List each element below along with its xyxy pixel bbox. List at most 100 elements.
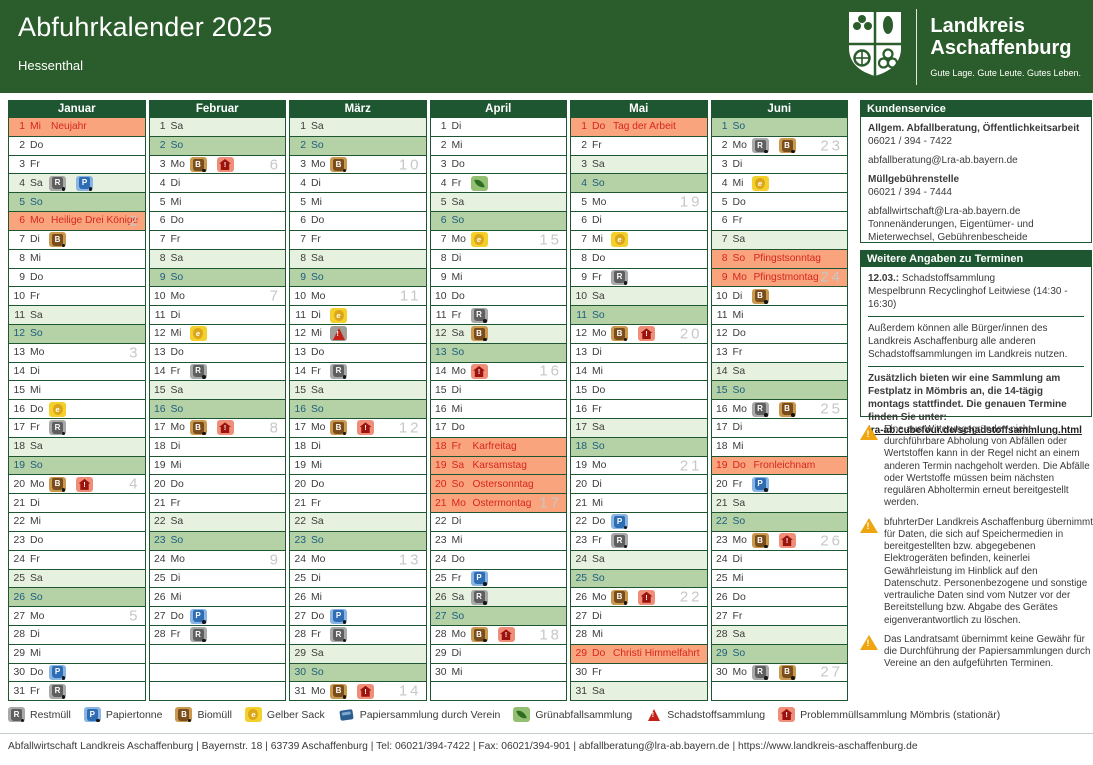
day-number: 9 bbox=[440, 271, 447, 283]
weekday-label: Mi bbox=[732, 572, 744, 584]
weekday-label: Mi bbox=[30, 516, 41, 528]
day-cell: 16 Fr bbox=[571, 399, 707, 418]
day-cell: 23 Mi bbox=[430, 530, 566, 550]
day-number: 17 bbox=[294, 422, 306, 434]
day-cell: 20 Mo B! 4 bbox=[9, 474, 145, 493]
weekday-label: Mi bbox=[30, 648, 41, 660]
day-cell: 15 Do bbox=[571, 380, 707, 399]
biomuell-icon: B bbox=[175, 707, 193, 722]
papiertonne-icon: P bbox=[330, 608, 347, 624]
day-number: 19 bbox=[13, 460, 25, 472]
day-number: 27 bbox=[575, 610, 587, 622]
weekday-label: Mi bbox=[30, 384, 41, 396]
day-cell: 1 Sa bbox=[290, 117, 426, 136]
week-number: 14 bbox=[398, 682, 422, 700]
legend: R Restmüll P Papiertonne B Biomüll e Gelber Sac… bbox=[8, 707, 1000, 722]
day-cell: 29 So bbox=[711, 643, 847, 663]
day-number: 15 bbox=[575, 384, 587, 396]
weekday-label: Mo bbox=[311, 685, 326, 697]
day-cell: 18 So bbox=[571, 436, 707, 456]
service-phone-1: 06021 / 394 - 7422 bbox=[868, 136, 952, 147]
day-cell: 8 Sa bbox=[290, 248, 426, 268]
day-cell: 21 Fr bbox=[149, 493, 285, 512]
day-number: 4 bbox=[440, 177, 447, 189]
day-number: 6 bbox=[159, 215, 166, 227]
week-number: 10 bbox=[398, 156, 422, 174]
day-number: 7 bbox=[721, 234, 728, 246]
day-cell: 6 So bbox=[430, 211, 566, 230]
weekday-label: Do bbox=[170, 478, 184, 490]
weekday-label: Fr bbox=[311, 629, 321, 641]
day-number: 17 bbox=[153, 422, 166, 434]
weekday-label: Sa bbox=[592, 422, 605, 434]
day-cell: 24 Fr bbox=[9, 549, 145, 569]
weekday-label: Di bbox=[311, 309, 321, 321]
gelber-sack-icon: e bbox=[330, 307, 347, 323]
brand-name-line1: Landkreis bbox=[930, 15, 1025, 37]
warning-text: bfuhrterDer Landkreis Aschaffenburg über… bbox=[884, 516, 1093, 626]
day-cell: 2 So bbox=[290, 135, 426, 155]
day-cell: 12 Do bbox=[711, 323, 847, 343]
day-cell: 29 Do Christi Himmelfahrt bbox=[571, 643, 707, 663]
weekday-label: Fr bbox=[732, 610, 743, 622]
schadstoffsammlung-link[interactable]: lra-ab.cubefour.de/schadstoffsammlung.ht… bbox=[868, 425, 1082, 436]
day-cell: 19 Mi bbox=[290, 455, 426, 475]
day-number: 30 bbox=[294, 666, 306, 678]
day-number: 4 bbox=[581, 177, 587, 189]
weekday-label: So bbox=[30, 328, 43, 340]
papiertonne-icon: P bbox=[83, 707, 101, 722]
day-number: 10 bbox=[575, 290, 587, 302]
holiday-name: Heilige Drei Könige bbox=[51, 215, 139, 227]
weekday-label: Do bbox=[592, 648, 606, 660]
day-cell: 30 Fr bbox=[571, 662, 707, 682]
day-cell: 22 So bbox=[711, 512, 847, 531]
day-number: 2 bbox=[159, 140, 166, 152]
day-cell: 29 Di bbox=[430, 643, 566, 663]
day-number: 9 bbox=[581, 271, 587, 283]
legend-item: B Biomüll bbox=[175, 707, 232, 722]
day-number: 12 bbox=[434, 328, 447, 340]
day-number: 14 bbox=[13, 365, 25, 377]
month-4: April 1 Di 2 Mi 3 Do 4 Fr 5 Sa 6 So 7 Mo e 15 8 Di 9 Mi 10 Do 1… bbox=[429, 100, 567, 701]
day-cell: 29 Mi bbox=[9, 643, 145, 663]
day-cell: 12 So bbox=[9, 323, 145, 343]
day-number: 5 bbox=[300, 196, 306, 208]
restmuell-icon: R bbox=[49, 683, 66, 699]
legend-item: R Restmüll bbox=[8, 707, 71, 722]
header-bar: Abfuhrkalender 2025 Hessenthal bbox=[0, 0, 1093, 93]
day-cell: 9 So bbox=[290, 267, 426, 287]
day-number: 26 bbox=[13, 591, 25, 603]
day-cell: 15 Di bbox=[430, 380, 566, 399]
day-number: 5 bbox=[440, 196, 447, 208]
divider bbox=[868, 316, 1084, 317]
weekday-label: Mo bbox=[592, 328, 607, 340]
weekday-label: Do bbox=[311, 610, 325, 622]
day-number: 8 bbox=[581, 253, 587, 265]
restmuell-icon: R bbox=[470, 307, 488, 323]
day-number: 7 bbox=[440, 234, 447, 246]
day-cell: 6 Do bbox=[149, 211, 285, 230]
day-cell: 12 Mo B! 20 bbox=[571, 323, 707, 343]
month-1: Januar 1 Mi Neujahr 2 Do 3 Fr 4 Sa R P 5 So 6 Mo Heilige… bbox=[8, 100, 146, 701]
weekday-label: So bbox=[592, 441, 605, 453]
day-number: 25 bbox=[575, 572, 587, 584]
day-cell: 12 Mi bbox=[290, 323, 426, 343]
weekday-label: Mi bbox=[451, 271, 463, 283]
papiertonne-icon: P bbox=[751, 476, 769, 492]
weekday-label: Sa bbox=[592, 290, 605, 302]
weekday-label: Mi bbox=[592, 497, 603, 509]
day-number: 1 bbox=[721, 121, 728, 133]
day-cell: 1 So bbox=[711, 117, 847, 136]
weekday-label: Sa bbox=[451, 591, 465, 603]
weekday-label: Do bbox=[30, 140, 44, 152]
day-cell: 13 Fr bbox=[711, 342, 847, 362]
day-cell: 21 Sa bbox=[711, 493, 847, 513]
service-heading-1: Allgem. Abfallberatung, Öffentlichkeitsa… bbox=[868, 123, 1080, 134]
weekday-label: Fr bbox=[592, 140, 602, 152]
day-number: 20 bbox=[294, 478, 306, 490]
day-cell: 16 Mo R B 25 bbox=[711, 399, 847, 418]
weekday-label: Do bbox=[592, 516, 606, 528]
day-number: 16 bbox=[715, 403, 728, 415]
day-number: 30 bbox=[434, 666, 447, 678]
